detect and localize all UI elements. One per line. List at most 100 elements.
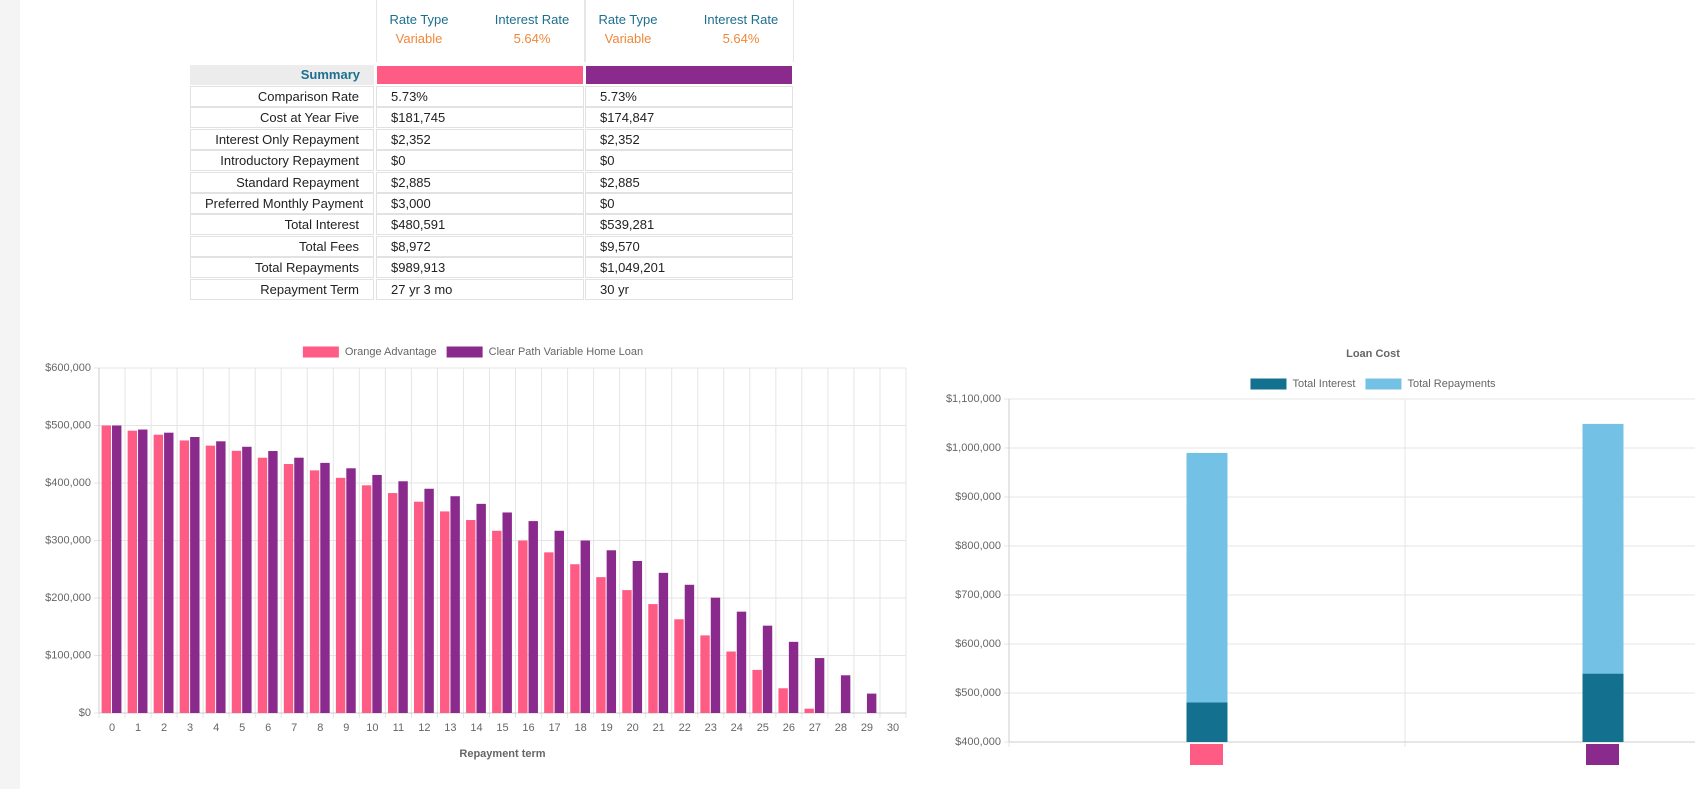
x-tick-label: 3 bbox=[187, 722, 193, 734]
summary-label: Summary bbox=[190, 65, 374, 85]
bar bbox=[127, 430, 138, 713]
bar bbox=[466, 520, 476, 713]
x-tick-label: 21 bbox=[653, 722, 665, 734]
row-value: $539,281 bbox=[585, 214, 793, 236]
bar bbox=[476, 503, 486, 713]
bar bbox=[294, 457, 304, 713]
header-label: Rate Type bbox=[598, 12, 658, 27]
bar bbox=[112, 425, 122, 713]
bar bbox=[778, 688, 788, 713]
bar bbox=[554, 530, 564, 713]
bar bbox=[398, 481, 408, 713]
x-tick-label: 18 bbox=[574, 722, 586, 734]
row-label: Interest Only Repayment bbox=[190, 128, 374, 150]
column-divider bbox=[585, 0, 586, 62]
bar bbox=[1186, 702, 1228, 742]
x-tick-label: 22 bbox=[679, 722, 691, 734]
legend-swatch bbox=[302, 346, 339, 358]
bar bbox=[762, 625, 773, 713]
bar bbox=[752, 669, 762, 713]
x-tick-label: 6 bbox=[265, 722, 271, 734]
row-label: Introductory Repayment bbox=[190, 150, 374, 172]
row-value: $0 bbox=[585, 193, 793, 214]
bar bbox=[544, 552, 554, 713]
bar bbox=[736, 611, 747, 713]
bar bbox=[450, 496, 460, 713]
bar bbox=[346, 468, 356, 713]
row-value: $181,745 bbox=[376, 107, 584, 129]
bar bbox=[528, 521, 538, 713]
x-tick-label: 26 bbox=[783, 722, 795, 734]
legend-label: Total Interest bbox=[1292, 378, 1355, 390]
row-value: 30 yr bbox=[585, 278, 793, 300]
row-value: 5.73% bbox=[376, 86, 584, 107]
y-tick-label: $900,000 bbox=[955, 491, 1001, 503]
x-tick-label: 1 bbox=[135, 722, 141, 734]
x-tick-label: 5 bbox=[239, 722, 245, 734]
bar bbox=[1582, 673, 1624, 742]
legend-label: Clear Path Variable Home Loan bbox=[489, 346, 644, 358]
y-tick-label: $500,000 bbox=[955, 687, 1001, 699]
header-value: 5.64% bbox=[513, 31, 551, 46]
bar bbox=[700, 635, 710, 713]
row-value: $2,352 bbox=[376, 128, 584, 150]
bar bbox=[231, 450, 242, 713]
column-divider bbox=[793, 0, 794, 62]
header-label: Interest Rate bbox=[703, 12, 779, 27]
row-label: Comparison Rate bbox=[190, 86, 374, 107]
row-value: $2,885 bbox=[585, 171, 793, 193]
x-tick-label: 29 bbox=[861, 722, 873, 734]
row-value: $174,847 bbox=[585, 107, 793, 129]
y-tick-label: $400,000 bbox=[45, 477, 91, 489]
bar bbox=[101, 425, 112, 713]
category-swatch bbox=[1190, 744, 1223, 765]
bar bbox=[372, 474, 382, 713]
row-value: 27 yr 3 mo bbox=[376, 278, 584, 300]
bar bbox=[335, 477, 346, 713]
x-tick-label: 28 bbox=[835, 722, 847, 734]
row-label: Total Repayments bbox=[190, 257, 374, 279]
bar bbox=[190, 437, 200, 713]
bar bbox=[205, 445, 216, 713]
x-tick-label: 10 bbox=[366, 722, 378, 734]
bar bbox=[257, 457, 268, 713]
row-label: Standard Repayment bbox=[190, 171, 374, 193]
x-axis-label: Repayment term bbox=[459, 748, 545, 760]
side-strip bbox=[0, 0, 20, 789]
bar bbox=[216, 441, 226, 713]
row-value: $1,049,201 bbox=[585, 257, 793, 279]
row-value: $2,352 bbox=[585, 128, 793, 150]
bar bbox=[179, 440, 190, 713]
row-label: Total Fees bbox=[190, 235, 374, 257]
bar bbox=[268, 451, 278, 713]
row-value: 5.73% bbox=[585, 86, 793, 107]
bar bbox=[710, 597, 721, 713]
legend-label: Orange Advantage bbox=[345, 346, 437, 358]
row-value: $2,885 bbox=[376, 171, 584, 193]
row-value: $8,972 bbox=[376, 235, 584, 257]
y-tick-label: $600,000 bbox=[45, 362, 91, 374]
y-tick-label: $300,000 bbox=[45, 534, 91, 546]
bar bbox=[309, 470, 320, 713]
header-value: Variable bbox=[395, 31, 443, 46]
bar bbox=[283, 464, 294, 713]
bar bbox=[814, 658, 825, 713]
chart-title: Loan Cost bbox=[1346, 348, 1400, 360]
bar bbox=[242, 446, 252, 713]
bar bbox=[804, 708, 814, 713]
x-tick-label: 19 bbox=[601, 722, 613, 734]
row-value: $480,591 bbox=[376, 214, 584, 236]
y-tick-label: $600,000 bbox=[955, 638, 1001, 650]
y-tick-label: $200,000 bbox=[45, 592, 91, 604]
x-tick-label: 23 bbox=[705, 722, 717, 734]
row-value: $3,000 bbox=[376, 193, 584, 214]
row-value: $989,913 bbox=[376, 257, 584, 279]
bar bbox=[492, 530, 502, 713]
bar bbox=[502, 512, 512, 713]
bar bbox=[596, 577, 606, 713]
bar bbox=[164, 432, 174, 713]
x-tick-label: 13 bbox=[444, 722, 456, 734]
bar bbox=[424, 488, 434, 713]
